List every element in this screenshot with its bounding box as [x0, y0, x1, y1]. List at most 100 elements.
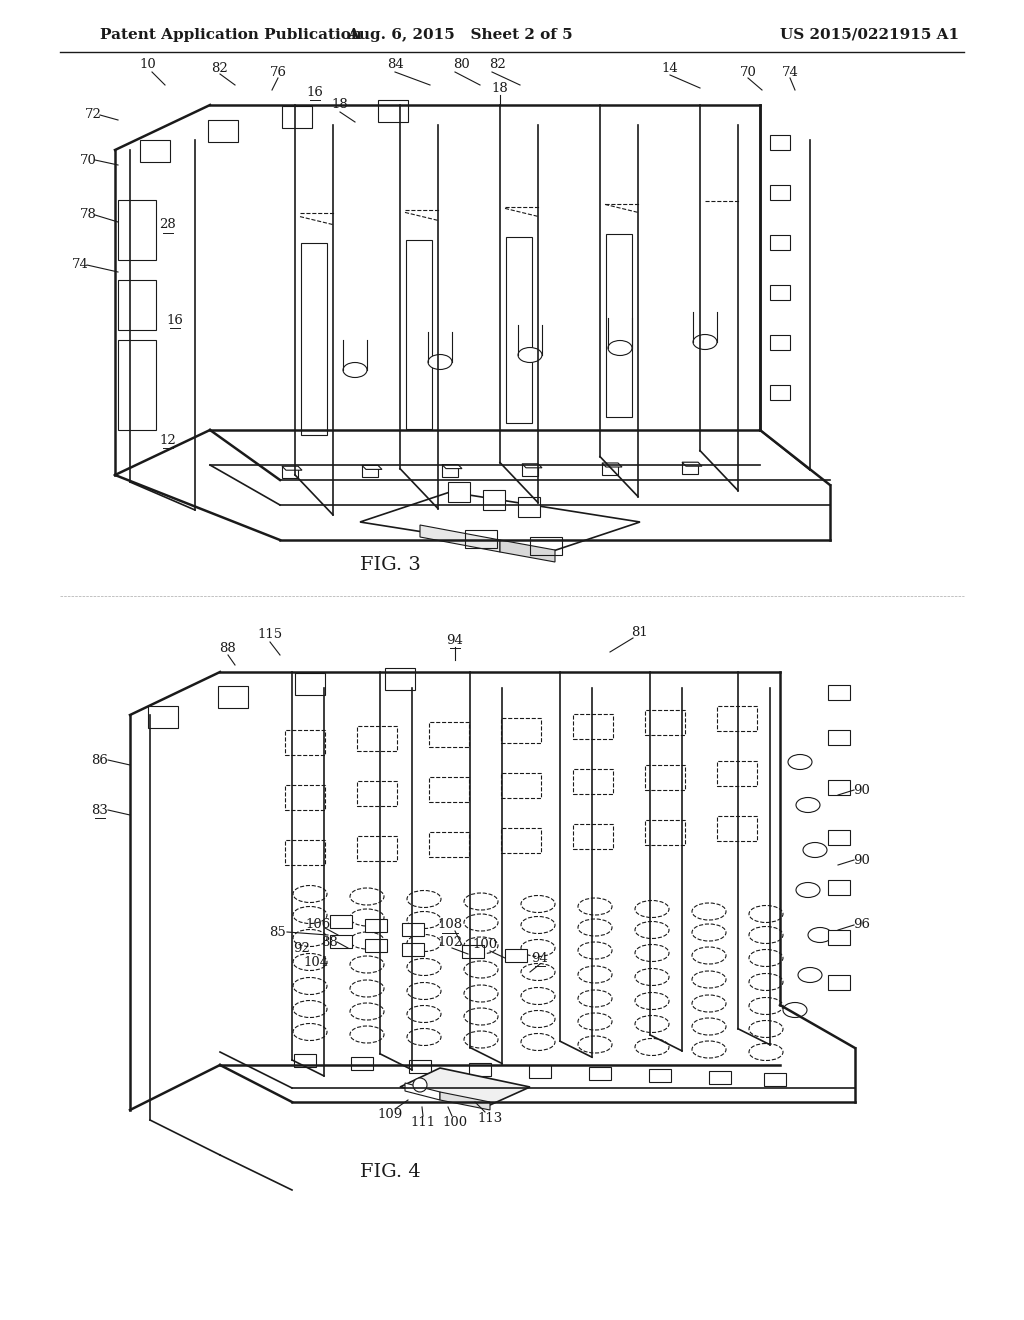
- Bar: [764, 1073, 786, 1086]
- Bar: [828, 931, 850, 945]
- Ellipse shape: [788, 755, 812, 770]
- Text: 16: 16: [306, 86, 324, 99]
- Bar: [118, 280, 156, 330]
- Bar: [505, 949, 527, 962]
- Bar: [449, 482, 470, 502]
- Bar: [351, 1057, 373, 1071]
- Bar: [649, 1069, 671, 1082]
- Text: 108: 108: [437, 919, 463, 932]
- Bar: [828, 830, 850, 845]
- Ellipse shape: [343, 363, 367, 378]
- Polygon shape: [500, 540, 555, 562]
- Bar: [357, 781, 397, 807]
- Text: 113: 113: [477, 1111, 503, 1125]
- Text: 88: 88: [322, 936, 338, 949]
- Bar: [285, 785, 325, 810]
- Text: 94: 94: [446, 634, 464, 647]
- Text: 104: 104: [303, 956, 329, 969]
- Bar: [828, 780, 850, 795]
- Polygon shape: [406, 1082, 440, 1100]
- Bar: [573, 824, 613, 849]
- Bar: [385, 668, 415, 690]
- Text: 115: 115: [257, 628, 283, 642]
- Bar: [402, 942, 424, 956]
- Bar: [518, 498, 540, 517]
- Text: 109: 109: [378, 1109, 402, 1122]
- Text: 90: 90: [854, 784, 870, 796]
- Text: FIG. 4: FIG. 4: [359, 1163, 421, 1181]
- Bar: [770, 135, 790, 150]
- Text: 18: 18: [332, 99, 348, 111]
- Text: 16: 16: [167, 314, 183, 326]
- Text: 102: 102: [437, 936, 463, 949]
- Circle shape: [413, 1078, 427, 1092]
- Ellipse shape: [783, 1002, 807, 1018]
- Bar: [645, 820, 685, 845]
- Ellipse shape: [608, 341, 632, 355]
- Bar: [770, 185, 790, 201]
- Bar: [602, 463, 618, 475]
- Bar: [828, 975, 850, 990]
- Bar: [717, 816, 757, 841]
- Bar: [645, 710, 685, 735]
- Text: 83: 83: [91, 804, 109, 817]
- Ellipse shape: [808, 928, 831, 942]
- Text: 74: 74: [72, 259, 88, 272]
- Bar: [645, 766, 685, 789]
- Bar: [208, 120, 238, 143]
- Bar: [365, 919, 387, 932]
- Bar: [330, 915, 352, 928]
- Text: 82: 82: [488, 58, 506, 71]
- Polygon shape: [400, 1068, 530, 1105]
- Polygon shape: [360, 492, 640, 552]
- Text: 74: 74: [781, 66, 799, 78]
- Text: 92: 92: [294, 941, 310, 954]
- Bar: [770, 235, 790, 249]
- Text: 72: 72: [85, 108, 101, 121]
- Text: 90: 90: [854, 854, 870, 866]
- Bar: [501, 774, 541, 799]
- Text: 70: 70: [739, 66, 757, 78]
- Ellipse shape: [796, 883, 820, 898]
- Text: 94: 94: [531, 952, 549, 965]
- Bar: [148, 706, 178, 729]
- Ellipse shape: [798, 968, 822, 982]
- Bar: [429, 777, 469, 803]
- Text: 100: 100: [442, 1115, 468, 1129]
- Text: 18: 18: [492, 82, 508, 95]
- Bar: [140, 140, 170, 162]
- Bar: [285, 840, 325, 865]
- Text: 100: 100: [472, 939, 498, 952]
- Bar: [406, 239, 432, 429]
- Polygon shape: [682, 462, 702, 466]
- Text: Patent Application Publication: Patent Application Publication: [100, 28, 362, 42]
- Text: 106: 106: [305, 919, 331, 932]
- Bar: [118, 341, 156, 430]
- Text: 28: 28: [160, 219, 176, 231]
- Bar: [828, 685, 850, 700]
- Bar: [282, 106, 312, 128]
- Text: 70: 70: [80, 153, 96, 166]
- Bar: [218, 686, 248, 708]
- Ellipse shape: [518, 347, 542, 363]
- Bar: [770, 335, 790, 350]
- Bar: [118, 201, 156, 260]
- Text: FIG. 3: FIG. 3: [359, 556, 421, 574]
- Polygon shape: [440, 1092, 490, 1110]
- Bar: [589, 1067, 611, 1080]
- Bar: [529, 1065, 551, 1078]
- Bar: [282, 466, 298, 478]
- Text: 86: 86: [91, 754, 109, 767]
- Bar: [501, 828, 541, 853]
- Bar: [429, 722, 469, 747]
- Bar: [469, 1063, 490, 1076]
- Bar: [770, 285, 790, 300]
- Bar: [365, 939, 387, 952]
- Bar: [717, 762, 757, 785]
- Bar: [429, 832, 469, 857]
- Text: 14: 14: [662, 62, 678, 74]
- Bar: [465, 531, 497, 548]
- Polygon shape: [442, 465, 462, 469]
- Text: 84: 84: [387, 58, 403, 71]
- Bar: [573, 714, 613, 739]
